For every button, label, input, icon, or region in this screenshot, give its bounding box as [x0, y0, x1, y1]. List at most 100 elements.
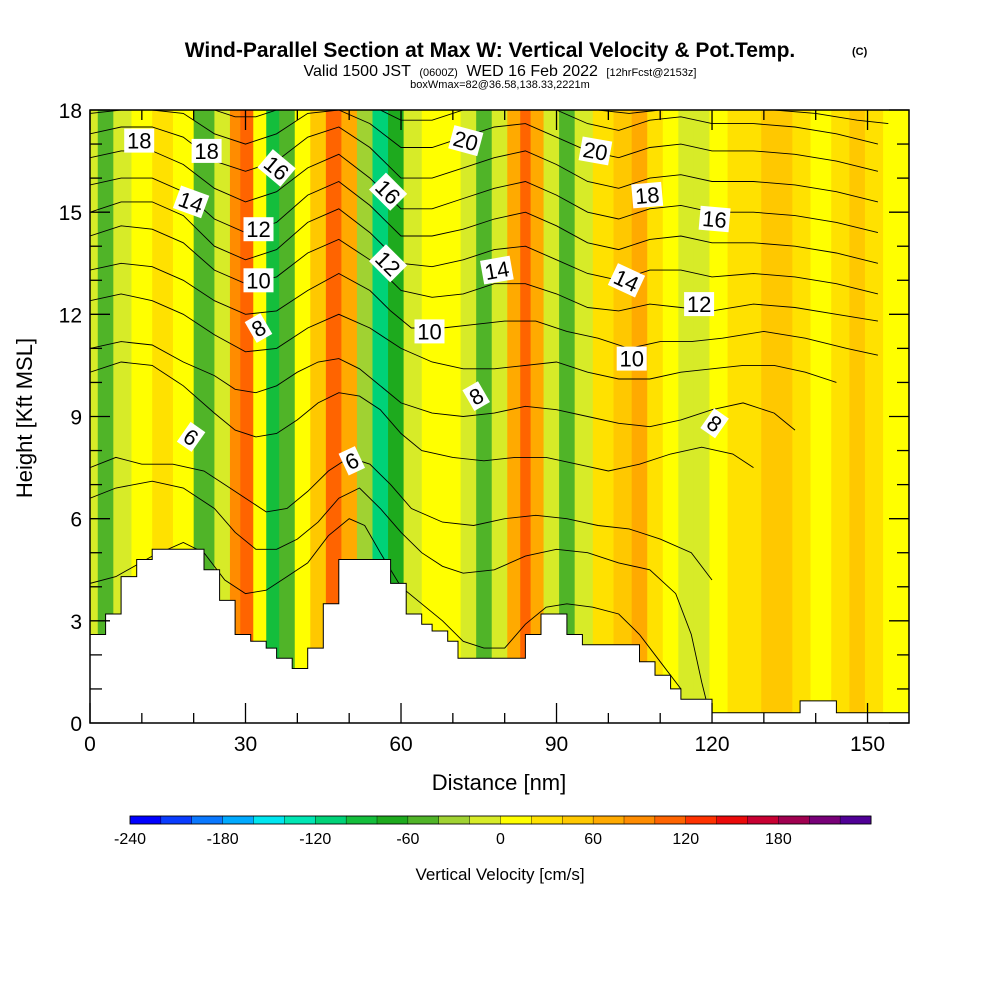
velocity-band: [810, 110, 832, 723]
isentrope-label-text: 14: [483, 256, 511, 285]
chart-box-info: boxWmax=82@36.58,138.33,2221m: [410, 79, 590, 91]
isentrope-label-bg: [338, 446, 366, 476]
velocity-band: [559, 110, 576, 723]
terrain: [90, 548, 909, 723]
colorbar-swatch: [531, 815, 563, 825]
isentrope-label: 12: [243, 217, 274, 242]
colorbar-tick-label: -120: [299, 831, 331, 848]
y-tick-label: 0: [70, 713, 82, 736]
isentrope-label-bg: [176, 421, 206, 452]
colorbar: -240 -180 -120 -60 0 60 120 180: [114, 815, 872, 848]
isentrope-label: 6: [338, 446, 366, 476]
colorbar-swatch: [284, 815, 316, 825]
isentrope-label-bg: [700, 408, 729, 439]
y-tick-label: 6: [70, 509, 82, 532]
y-tick-label: 12: [59, 304, 82, 327]
x-tick-label: 30: [234, 733, 257, 756]
velocity-band: [403, 110, 423, 723]
y-tick-label: 15: [59, 202, 82, 225]
velocity-band: [631, 110, 648, 723]
velocity-band: [647, 110, 664, 723]
subtitle-valid: Valid 1500 JST: [304, 63, 412, 80]
isentrope-label: 14: [172, 185, 210, 219]
velocity-band: [776, 110, 793, 723]
velocity-band: [678, 110, 695, 723]
isentrope-label-bg: [607, 263, 646, 298]
x-tick-label: 60: [389, 733, 412, 756]
colorbar-swatch: [685, 815, 718, 825]
chart-title: Wind-Parallel Section at Max W: Vertical…: [185, 39, 796, 62]
colorbar-swatch: [407, 815, 440, 825]
isentrope-line: [597, 110, 889, 125]
isentrope-label: 8: [244, 313, 273, 343]
colorbar-swatch: [191, 815, 224, 825]
isentrope-label-text: 20: [581, 137, 609, 166]
chart-subtitle: Valid 1500 JST (0600Z) WED 16 Feb 2022 […: [304, 63, 697, 80]
isentrope-line: [90, 293, 837, 383]
colorbar-swatch: [839, 815, 872, 825]
isentrope-line: [90, 456, 713, 581]
isentrope-line: [90, 201, 879, 295]
x-axis-title: Distance [nm]: [432, 770, 567, 795]
isentrope-label-bg: [369, 244, 408, 283]
isentrope-label: 12: [684, 292, 715, 317]
isentrope-line: [90, 361, 754, 472]
isentrope-label: 8: [462, 381, 490, 411]
colorbar-swatch: [315, 815, 347, 825]
colorbar-swatch: [222, 815, 254, 825]
velocity-band: [491, 110, 508, 723]
velocity-band: [727, 110, 747, 723]
isentrope-label-bg: [172, 185, 210, 219]
isentrope-label: 20: [578, 136, 613, 166]
velocity-band: [543, 110, 560, 723]
velocity-band: [325, 110, 343, 723]
colorbar-swatch: [716, 815, 748, 825]
velocity-band: [864, 110, 884, 723]
velocity-band: [761, 110, 778, 723]
y-tick-label: 3: [70, 611, 82, 634]
colorbar-swatch: [778, 815, 810, 825]
isentrope-line: [90, 262, 878, 356]
velocity-band: [294, 110, 311, 723]
isentrope-line: [90, 480, 708, 703]
velocity-band: [253, 110, 267, 723]
colorbar-swatch: [160, 815, 193, 825]
velocity-band: [310, 110, 327, 723]
velocity-band: [613, 110, 633, 723]
colorbar-tick-label: -180: [207, 831, 239, 848]
velocity-band: [266, 110, 280, 723]
velocity-band: [240, 110, 254, 723]
velocity-band: [592, 110, 615, 723]
colorbar-swatch: [747, 815, 779, 825]
subtitle-date: WED 16 Feb 2022: [466, 63, 598, 80]
isentrope-label-bg: [191, 138, 222, 163]
isentrope-label: 16: [698, 205, 731, 233]
y-tick-label: 18: [59, 100, 82, 123]
isentrope-label-bg: [684, 292, 715, 317]
isentrope-label-text: 18: [194, 139, 218, 164]
colorbar-tick-label: 120: [672, 831, 699, 848]
colorbar-title: Vertical Velocity [cm/s]: [415, 865, 584, 884]
isentrope-label: 18: [191, 138, 222, 164]
subtitle-utc: (0600Z): [419, 67, 458, 79]
x-tick-label: 90: [545, 733, 568, 756]
velocity-band: [849, 110, 866, 723]
colorbar-swatch: [469, 815, 501, 825]
velocity-band: [831, 110, 850, 723]
isentrope-label-text: 18: [634, 182, 661, 209]
isentrope-label: 20: [448, 125, 484, 156]
velocity-band: [530, 110, 545, 723]
velocity-band: [229, 110, 241, 723]
colorbar-tick-label: 60: [584, 831, 602, 848]
velocity-band: [792, 110, 812, 723]
isentrope-line: [90, 341, 796, 431]
colorbar-swatch: [654, 815, 687, 825]
isentrope-label: 14: [480, 255, 514, 285]
isentrope-label-bg: [462, 381, 490, 411]
subtitle-forecast: [12hrFcst@2153z]: [606, 67, 696, 79]
colorbar-frame: [129, 815, 872, 825]
isentrope-label-text: 18: [127, 129, 151, 154]
velocity-band: [421, 110, 444, 723]
isentrope-label: 10: [616, 346, 647, 372]
isentrope-label: 18: [124, 128, 155, 154]
